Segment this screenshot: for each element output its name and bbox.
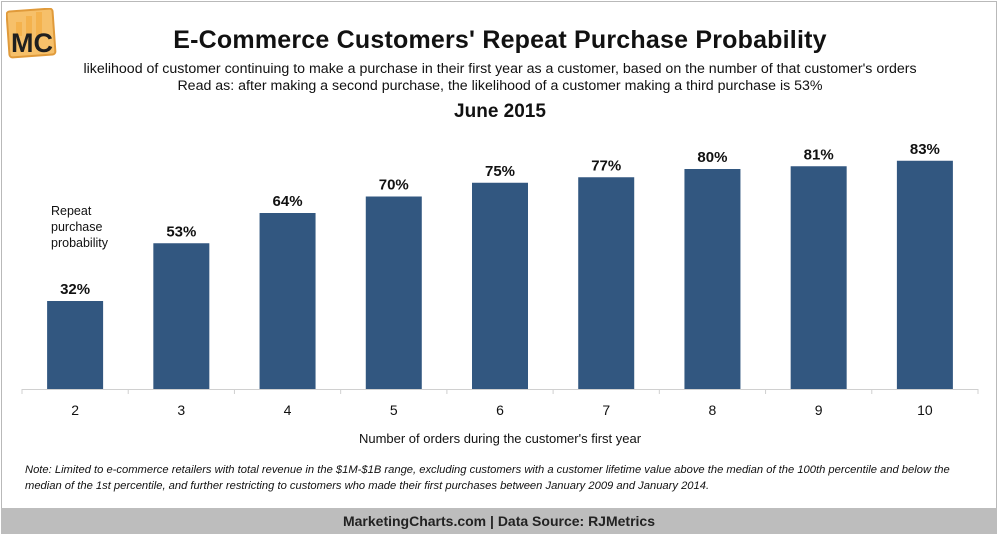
data-label-7: 77% xyxy=(591,157,621,174)
bar-10 xyxy=(896,160,953,389)
bar-7 xyxy=(578,177,635,389)
x-tick-label-9: 9 xyxy=(815,402,823,418)
bar-8 xyxy=(684,169,741,389)
chart-subtitle-line-1: likelihood of customer continuing to mak… xyxy=(83,61,917,77)
x-tick-label-3: 3 xyxy=(177,402,185,418)
data-label-3: 53% xyxy=(166,223,196,240)
footer-source: MarketingCharts.com | Data Source: RJMet… xyxy=(1,508,997,534)
chart-date: June 2015 xyxy=(454,101,546,122)
x-axis-title: Number of orders during the customer's f… xyxy=(358,431,642,446)
bar-2 xyxy=(47,301,104,389)
data-label-5: 70% xyxy=(379,177,409,194)
bar-5 xyxy=(365,196,422,389)
data-label-4: 64% xyxy=(273,193,303,210)
data-label-2: 32% xyxy=(60,281,90,298)
bar-9 xyxy=(790,166,847,389)
bar-3 xyxy=(153,243,210,389)
x-tick-label-7: 7 xyxy=(602,402,610,418)
footnote: Note: Limited to e-commerce retailers wi… xyxy=(25,464,950,492)
x-tick-label-6: 6 xyxy=(496,402,504,418)
bar-4 xyxy=(259,213,316,389)
x-tick-label-2: 2 xyxy=(71,402,79,418)
marketingcharts-logo: MC xyxy=(6,8,57,59)
chart-title: E-Commerce Customers' Repeat Purchase Pr… xyxy=(173,26,827,54)
data-label-8: 80% xyxy=(697,149,727,166)
x-tick-label-5: 5 xyxy=(390,402,398,418)
data-label-10: 83% xyxy=(910,141,940,158)
x-tick-label-8: 8 xyxy=(709,402,717,418)
x-tick-label-10: 10 xyxy=(917,402,933,418)
bar-6 xyxy=(472,182,528,389)
chart-subtitle-line-2: Read as: after making a second purchase,… xyxy=(177,78,823,94)
data-label-6: 75% xyxy=(485,163,515,180)
logo-text: MC xyxy=(11,28,53,58)
series-label: Repeat purchase probability xyxy=(51,204,108,250)
x-tick-label-4: 4 xyxy=(284,402,292,418)
data-label-9: 81% xyxy=(804,146,834,163)
